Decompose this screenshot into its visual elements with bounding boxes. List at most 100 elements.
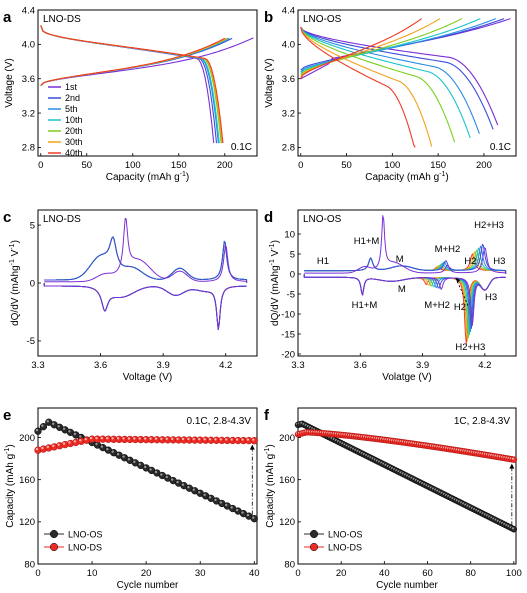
data-point (510, 456, 518, 463)
y-tick-label: 4.0 (282, 40, 295, 51)
legend-label-LNO-DS: LNO-DS (328, 543, 362, 553)
series-LNO-DS (34, 435, 258, 454)
data-point-highlight (208, 438, 212, 441)
y-axis-label-end: ) (5, 444, 16, 447)
discharge-curve-20th (300, 26, 456, 143)
data-point-highlight (111, 450, 114, 453)
y-tick-label: 3.6 (282, 74, 295, 85)
rate-label: 0.1C (231, 142, 252, 153)
y-axis-label: Capacity (mAh g-1) (264, 444, 276, 528)
y-axis-label: Voltage (V) (264, 58, 275, 107)
sample-tag: LNO-DS (43, 214, 81, 225)
y-tick-label: 120 (19, 517, 35, 528)
charge-curve-1st (40, 37, 254, 87)
data-point-highlight (154, 470, 158, 474)
y-axis-label-sup: -1 (264, 447, 271, 453)
data-point (250, 437, 258, 445)
data-point-highlight (187, 437, 190, 441)
y-tick-label: 160 (19, 475, 35, 486)
annotation-charge-1: H1+M (354, 236, 380, 247)
discharge-dqdv-1 (43, 283, 247, 330)
panel-c: c 3.3 3.6 3.9 4.2 -5 0 5 Voltage (V) dQ/dV (mAhg-… (3, 209, 258, 383)
x-tick-label: 100 (506, 568, 522, 579)
panel-a: a 0 50 100 150 200 2.8 3.2 3.6 4.0 4.4 Capacity (mA… (3, 5, 258, 183)
x-axis-label: Capacity (mAh g-1) (106, 171, 190, 183)
y-tick-label: 80 (284, 559, 295, 570)
y-tick-label: 2.8 (22, 143, 35, 154)
charge-curve-40th (40, 37, 226, 86)
y-axis-label-end: ) (10, 240, 21, 243)
data-point-highlight (203, 437, 206, 441)
panel-label-d: d (264, 209, 273, 226)
data-point-highlight (122, 455, 125, 458)
data-point-highlight (192, 488, 195, 491)
annotation-charge-5: H2 (464, 256, 476, 267)
panel-f: f 0 20 40 60 80 100 80 120 160 200 Cycle number Capa… (264, 407, 522, 591)
data-point-highlight (79, 439, 82, 442)
condition-label: 0.1C, 2.8-4.3V (187, 416, 252, 427)
panel-label-f: f (264, 407, 270, 424)
data-point-highlight (41, 424, 44, 427)
data-point-highlight (214, 498, 217, 502)
data-point-highlight (241, 438, 244, 441)
data-point-highlight (57, 425, 60, 428)
x-tick-label: 10 (87, 568, 98, 579)
x-tick-label: 0 (35, 568, 40, 579)
legend-label-LNO-OS: LNO-OS (328, 530, 363, 540)
panel-b: b 0 50 100 150 200 2.8 3.2 3.6 4.0 4.4 Capacity (mA… (264, 5, 517, 183)
y-axis-label: Capacity (mAh g-1) (4, 444, 16, 528)
data-point-highlight (192, 437, 195, 441)
annotation-charge-6: H3 (493, 256, 505, 267)
series-LNO-OS (34, 418, 258, 523)
data-point-highlight (100, 436, 104, 440)
x-tick-label: 3.6 (94, 360, 107, 371)
rate-label: 0.1C (490, 142, 511, 153)
x-tick-label: 100 (384, 160, 400, 171)
x-tick-label: 50 (341, 160, 352, 171)
charge-dqdv-1 (304, 215, 507, 274)
y-tick-label: 5 (30, 220, 35, 231)
discharge-dqdv-1 (303, 274, 506, 326)
x-axis-label-sup: -1 (180, 171, 186, 178)
data-point-highlight (133, 460, 136, 464)
charge-dqdv-3 (44, 236, 248, 283)
plot-frame (297, 9, 517, 157)
charge-dqdv-2 (304, 243, 507, 274)
data-point (510, 525, 518, 533)
x-axis-label: Volatge (V) (382, 372, 431, 383)
data-point-highlight (41, 446, 44, 450)
y-axis-label-end: ) (265, 444, 276, 447)
data-point-highlight (62, 427, 66, 431)
x-tick-label: 200 (476, 160, 492, 171)
data-point-highlight (208, 496, 212, 499)
y-tick-label: -20 (281, 349, 295, 360)
panel-label-a: a (3, 9, 12, 26)
plot-frame (297, 209, 517, 357)
data-point-highlight (73, 432, 77, 436)
data-point-highlight (181, 437, 185, 441)
y-axis-label-sup: -1 (9, 259, 16, 265)
plot-frame (297, 407, 517, 565)
data-point-highlight (241, 511, 244, 514)
data-point-highlight (84, 437, 87, 441)
legend: LNO-OS LNO-DS (44, 530, 103, 553)
data-point-highlight (95, 442, 98, 446)
charge-curve-2nd (40, 37, 233, 86)
x-tick-label: 3.9 (157, 360, 170, 371)
discharge-curve-2nd (300, 26, 494, 130)
shift-arrow-head (455, 278, 461, 283)
data-point-highlight (138, 463, 141, 466)
data-point-highlight (127, 458, 131, 461)
x-tick-label: 150 (430, 160, 446, 171)
data-point-highlight (219, 438, 223, 441)
charge-dqdv-4 (44, 236, 248, 283)
charge-curve-40th (300, 18, 422, 79)
data-point-highlight (181, 483, 185, 486)
improvement-arrow-head (249, 444, 255, 450)
data-point-highlight (198, 491, 201, 494)
data-point-highlight (149, 437, 152, 440)
x-tick-label: 40 (379, 568, 390, 579)
data-point-highlight (230, 438, 233, 441)
data-point-highlight (100, 445, 104, 448)
